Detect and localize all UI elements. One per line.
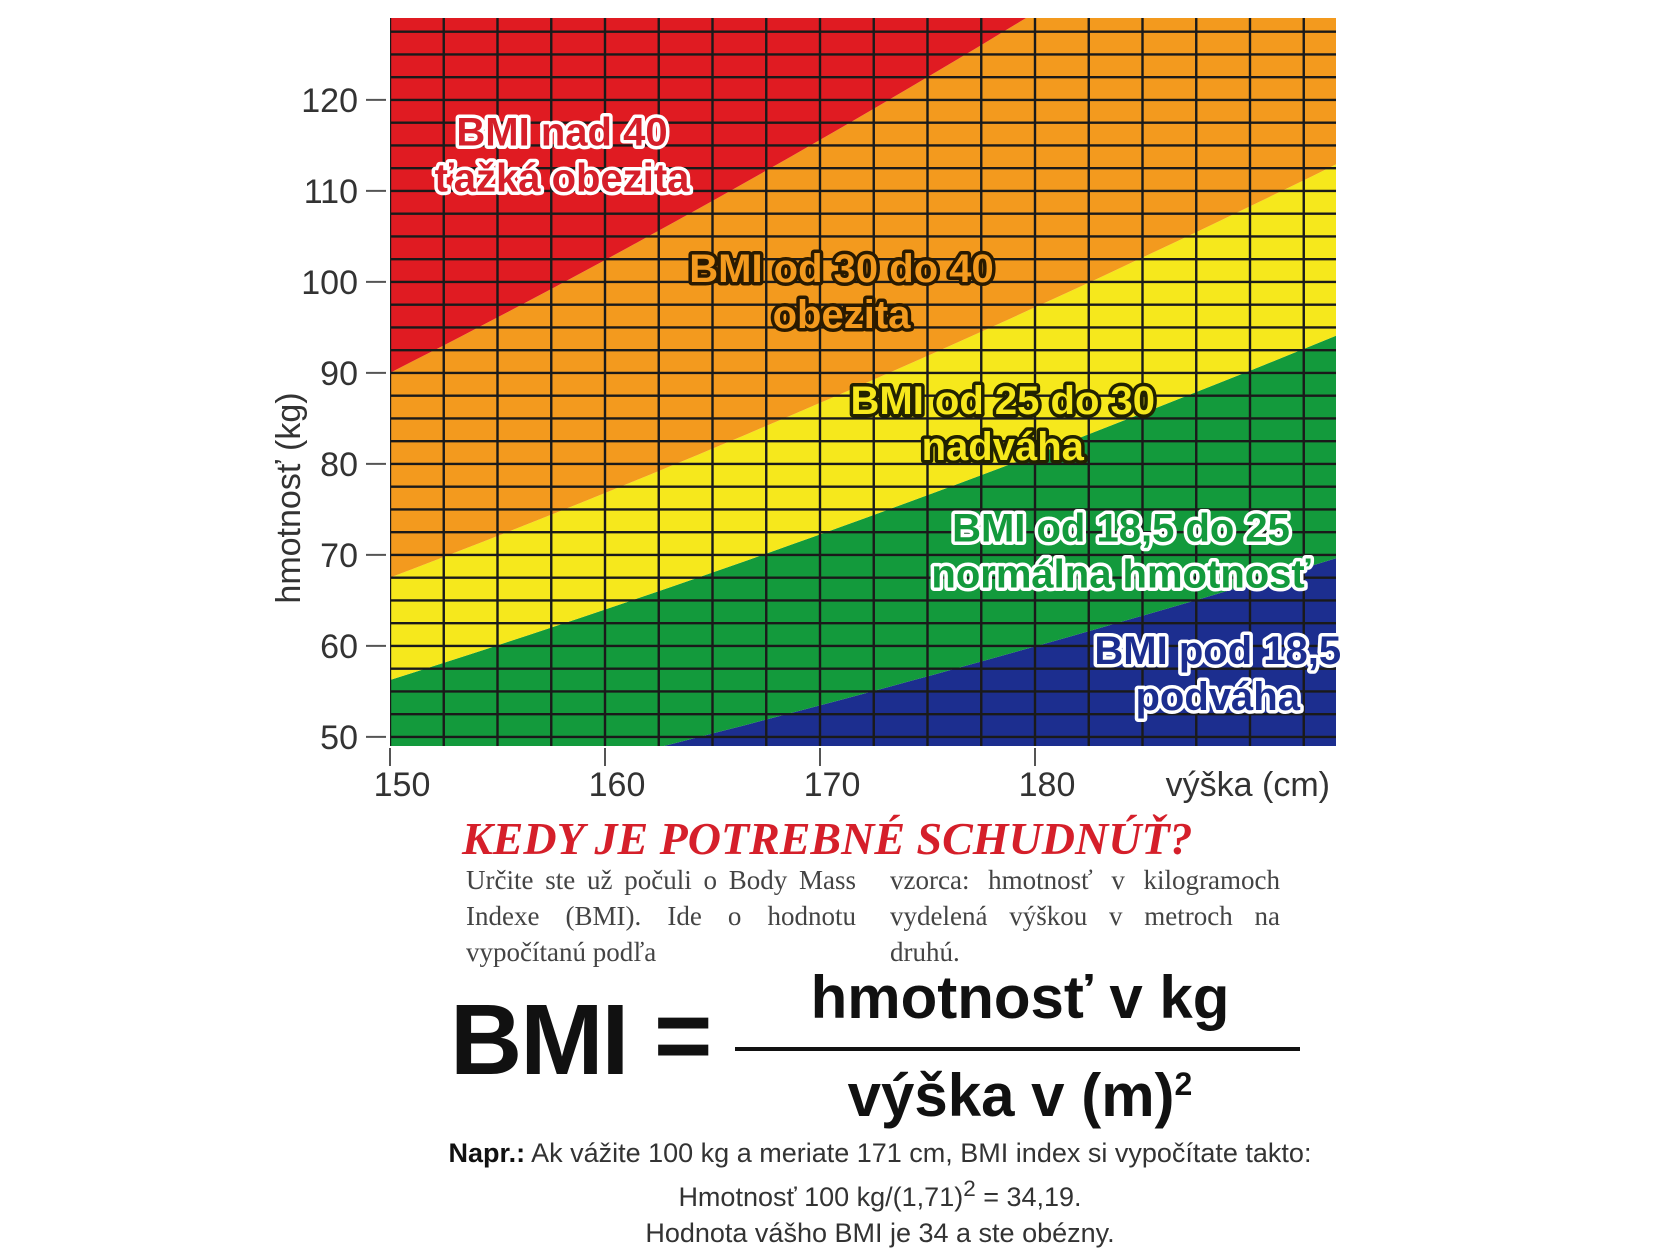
zone-label-line: BMI od 25 do 30 xyxy=(851,379,1156,423)
example-line2: Hodnota vášho BMI je 34 a ste obézny. xyxy=(645,1218,1115,1248)
zone-label-line: podváha xyxy=(1136,675,1301,719)
headline: KEDY JE POTREBNÉ SCHUDNÚŤ? xyxy=(462,813,1193,864)
y-tick-label: 120 xyxy=(301,82,358,120)
y-tick-label: 100 xyxy=(301,264,358,302)
bmi-formula: BMI = hmotnosť v kg výška v (m)2 xyxy=(450,964,1310,1140)
zone-area-2 xyxy=(390,164,1336,680)
y-tick-label: 80 xyxy=(320,446,358,484)
example-line1-end: = 34,19. xyxy=(975,1182,1082,1212)
example-prefix: Napr.: xyxy=(448,1138,526,1168)
y-tick-label: 110 xyxy=(304,173,358,211)
x-axis-ticks: 150 160 170 180 xyxy=(374,748,1076,804)
zone-area-4 xyxy=(390,18,1027,373)
zone-label-0: BMI pod 18,5 podváha xyxy=(1094,629,1341,719)
zone-label-line: BMI od 18,5 do 25 xyxy=(952,506,1290,550)
zone-area-0 xyxy=(663,558,1336,746)
example-exponent: 2 xyxy=(963,1176,976,1201)
y-tick-label: 50 xyxy=(320,719,358,757)
fraction-bar xyxy=(735,1047,1300,1051)
zone-label-line: normálna hmotnosť xyxy=(931,552,1311,596)
bmi-zones xyxy=(390,18,1336,746)
x-tick-label: 160 xyxy=(589,766,646,804)
intro-text-right: vzorca: hmotnosť v kilogramoch vydelená … xyxy=(890,865,1280,967)
zone-label-line: BMI od 30 do 40 xyxy=(689,247,994,291)
x-tick-label: 150 xyxy=(374,766,431,804)
zone-labels: BMI pod 18,5 podváha BMI od 18,5 do 25 norm… xyxy=(431,107,1345,723)
formula-numerator: hmotnosť v kg xyxy=(810,964,1230,1031)
zone-area-3 xyxy=(390,18,1336,578)
zone-label-1: BMI od 18,5 do 25 normálna hmotnosť xyxy=(931,506,1311,596)
x-axis-label: výška (cm) xyxy=(1166,766,1330,804)
formula-denominator-wrap: výška v (m)2 xyxy=(740,1061,1300,1130)
chart-grid xyxy=(390,18,1336,746)
formula-denominator: výška v (m) xyxy=(847,1062,1175,1129)
zone-label-line: BMI nad 40 xyxy=(456,110,667,154)
formula-equals: = xyxy=(654,980,713,1092)
y-tick-label: 70 xyxy=(320,537,358,575)
zone-label-2: BMI od 25 do 30 nadváha xyxy=(851,379,1156,469)
bmi-chart: 50 60 70 80 90 100 110 120 150 160 170 180 hmotnos… xyxy=(270,18,1345,804)
example-line1: Ak vážite 100 kg a meriate 171 cm, BMI i… xyxy=(525,1138,1312,1212)
y-tick-label: 60 xyxy=(320,628,358,666)
zone-label-line: BMI pod 18,5 xyxy=(1094,629,1341,673)
zone-label-line: ťažká obezita xyxy=(435,156,691,200)
zone-label-line: nadváha xyxy=(922,425,1085,469)
intro-text-left: Určite ste už počuli o Body Mass Indexe … xyxy=(466,865,856,967)
y-tick-label: 90 xyxy=(320,355,358,393)
x-tick-label: 170 xyxy=(804,766,861,804)
formula-exponent: 2 xyxy=(1174,1066,1193,1102)
y-axis-ticks: 50 60 70 80 90 100 110 120 xyxy=(301,82,386,757)
y-axis-label: hmotnosť (kg) xyxy=(270,392,308,603)
zone-label-3: BMI od 30 do 40 obezita xyxy=(689,247,994,337)
zone-label-4: BMI nad 40 ťažká obezita xyxy=(435,110,691,200)
formula-lhs: BMI xyxy=(450,984,629,1096)
zone-area-1 xyxy=(390,335,1336,746)
zone-label-line: obezita xyxy=(773,293,912,337)
example-text: Napr.: Ak vážite 100 kg a meriate 171 cm… xyxy=(440,1135,1320,1251)
x-tick-label: 180 xyxy=(1019,766,1076,804)
